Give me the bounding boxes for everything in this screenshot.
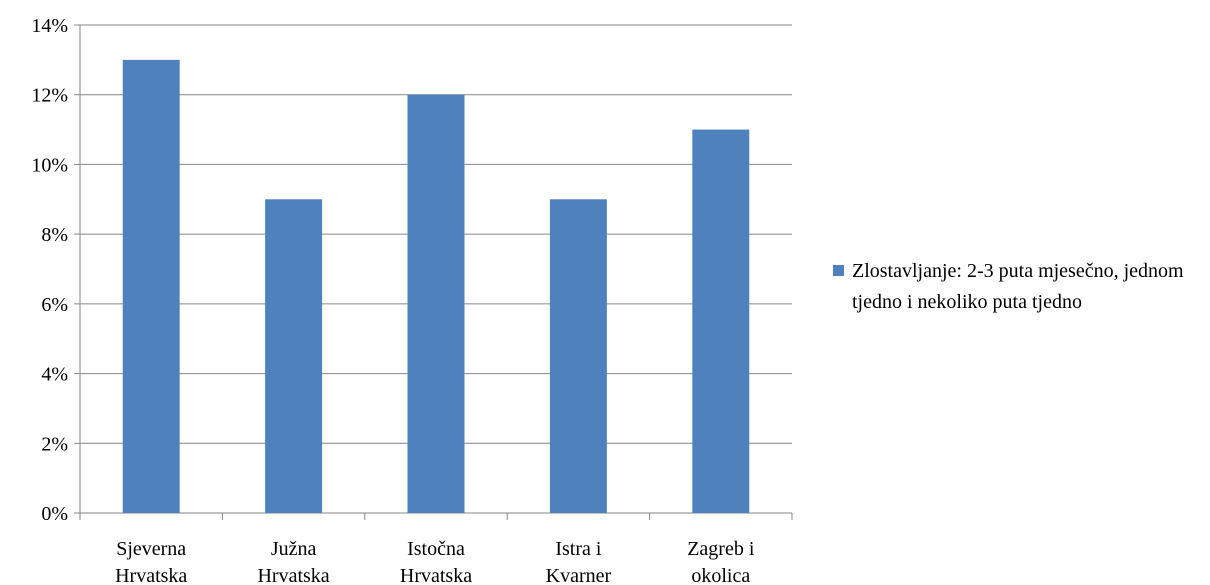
y-tick-label: 0% — [41, 503, 68, 525]
x-tick-label: Istra i Kvarner — [546, 538, 612, 585]
x-tick-label: Zagreb i okolica — [687, 538, 755, 585]
y-tick-label: 12% — [31, 85, 68, 107]
y-tick-label: 10% — [31, 154, 68, 176]
x-tick-label: Istočna Hrvatska — [400, 538, 472, 585]
bar — [407, 94, 465, 513]
y-tick-label: 4% — [41, 364, 68, 386]
legend-label: Zlostavljanje: 2-3 puta mjesečno, jednom… — [852, 260, 1184, 313]
bar — [692, 129, 750, 514]
x-tick-label: Južna Hrvatska — [257, 538, 329, 585]
y-tick-label: 8% — [41, 224, 68, 246]
bar — [122, 59, 180, 513]
y-tick-label: 14% — [31, 15, 68, 37]
y-tick-label: 6% — [41, 294, 68, 316]
legend-swatch — [833, 265, 844, 276]
bar — [549, 199, 607, 514]
bar — [265, 199, 323, 514]
y-tick-label: 2% — [41, 433, 68, 455]
x-tick-label: Sjeverna Hrvatska — [115, 538, 187, 585]
